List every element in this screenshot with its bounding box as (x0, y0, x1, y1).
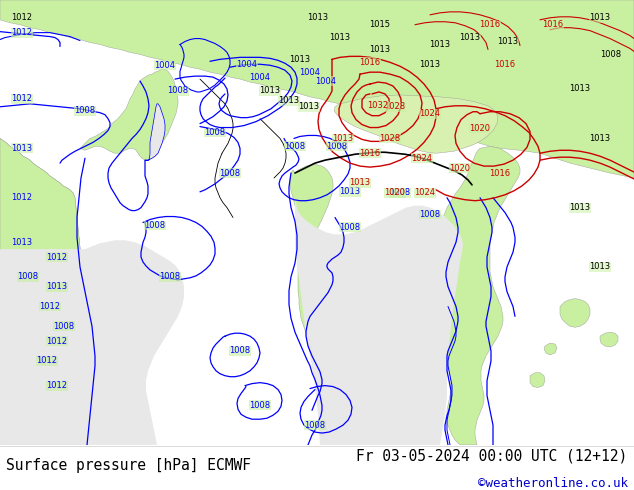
Text: 1020: 1020 (450, 164, 470, 172)
Text: 1008: 1008 (145, 221, 165, 230)
Text: 1013: 1013 (299, 102, 320, 111)
Text: 1012: 1012 (11, 13, 32, 23)
Text: 1013: 1013 (569, 203, 590, 212)
Polygon shape (0, 138, 97, 445)
Text: 1012: 1012 (11, 193, 32, 202)
Text: 1013: 1013 (590, 13, 611, 23)
Polygon shape (0, 0, 634, 178)
Text: 1012: 1012 (46, 252, 67, 262)
Text: 1013: 1013 (370, 45, 391, 54)
Text: 1013: 1013 (339, 187, 361, 196)
Polygon shape (145, 104, 165, 160)
Polygon shape (290, 164, 333, 359)
Text: 1013: 1013 (460, 33, 481, 42)
Text: 1004: 1004 (250, 73, 271, 82)
Text: 1013: 1013 (429, 40, 451, 49)
Text: 1008: 1008 (159, 272, 181, 281)
Text: 1013: 1013 (349, 178, 370, 187)
Text: 1013: 1013 (307, 13, 328, 23)
Text: 1012: 1012 (39, 302, 60, 311)
Text: 1013: 1013 (332, 134, 354, 143)
Polygon shape (440, 147, 520, 445)
Text: 1004: 1004 (299, 68, 321, 76)
Text: 1008: 1008 (339, 223, 361, 232)
Text: Surface pressure [hPa] ECMWF: Surface pressure [hPa] ECMWF (6, 458, 251, 473)
Text: 1008: 1008 (304, 420, 326, 430)
Text: 1008: 1008 (219, 169, 240, 177)
Text: 1008: 1008 (285, 142, 306, 151)
Polygon shape (0, 240, 184, 445)
Text: 1016: 1016 (543, 20, 564, 29)
Text: 1008: 1008 (167, 86, 188, 96)
Text: 1008: 1008 (204, 128, 226, 137)
Text: 1012: 1012 (46, 337, 67, 345)
Text: 1028: 1028 (379, 134, 401, 143)
Text: 1004: 1004 (316, 76, 337, 86)
Text: ©weatheronline.co.uk: ©weatheronline.co.uk (477, 477, 628, 490)
Polygon shape (334, 95, 498, 153)
Text: 1013: 1013 (590, 134, 611, 143)
Text: 1013: 1013 (46, 282, 68, 291)
Polygon shape (530, 373, 545, 388)
Text: 1013: 1013 (290, 55, 311, 64)
Polygon shape (560, 298, 590, 327)
Text: 1013: 1013 (420, 60, 441, 69)
Polygon shape (295, 173, 463, 445)
Text: 1012: 1012 (46, 381, 67, 390)
Text: Fr 03-05-2024 00:00 UTC (12+12): Fr 03-05-2024 00:00 UTC (12+12) (356, 449, 628, 464)
Text: 1013: 1013 (11, 144, 32, 153)
Text: 1016: 1016 (359, 58, 380, 67)
Polygon shape (80, 69, 178, 160)
Text: 1008: 1008 (230, 346, 250, 355)
Text: 1013: 1013 (590, 263, 611, 271)
Text: 1013: 1013 (498, 37, 519, 46)
Text: 1008: 1008 (327, 142, 347, 151)
Text: 1013: 1013 (278, 97, 299, 105)
Text: 1013: 1013 (569, 84, 590, 94)
Polygon shape (544, 343, 557, 355)
Text: 1012: 1012 (11, 28, 32, 37)
Text: 1008: 1008 (53, 322, 75, 331)
Polygon shape (600, 332, 618, 347)
Text: 1008: 1008 (74, 106, 96, 115)
Text: 1008: 1008 (389, 188, 411, 197)
Text: 1012: 1012 (37, 356, 58, 366)
Text: 1032: 1032 (368, 101, 389, 110)
Text: 1020: 1020 (384, 188, 406, 197)
Text: 1020: 1020 (470, 124, 491, 133)
Polygon shape (317, 358, 329, 371)
Text: 1028: 1028 (384, 102, 406, 111)
Text: 1016: 1016 (489, 169, 510, 177)
Text: 1008: 1008 (420, 210, 441, 219)
Text: 1008: 1008 (249, 401, 271, 410)
Text: 1008: 1008 (600, 50, 621, 59)
Text: 1013: 1013 (330, 33, 351, 42)
Text: 1016: 1016 (479, 20, 501, 29)
Text: 1024: 1024 (420, 109, 441, 118)
Text: 1024: 1024 (415, 188, 436, 197)
Text: 1012: 1012 (11, 95, 32, 103)
Text: 1016: 1016 (495, 60, 515, 69)
Text: 1024: 1024 (411, 154, 432, 163)
Text: 1013: 1013 (11, 238, 32, 247)
Text: 1015: 1015 (370, 20, 391, 29)
Text: 1013: 1013 (259, 86, 281, 96)
Text: 1004: 1004 (155, 61, 176, 70)
Text: 1016: 1016 (359, 149, 380, 158)
Text: 1004: 1004 (236, 60, 257, 69)
Polygon shape (0, 138, 97, 445)
Text: 1008: 1008 (18, 272, 39, 281)
